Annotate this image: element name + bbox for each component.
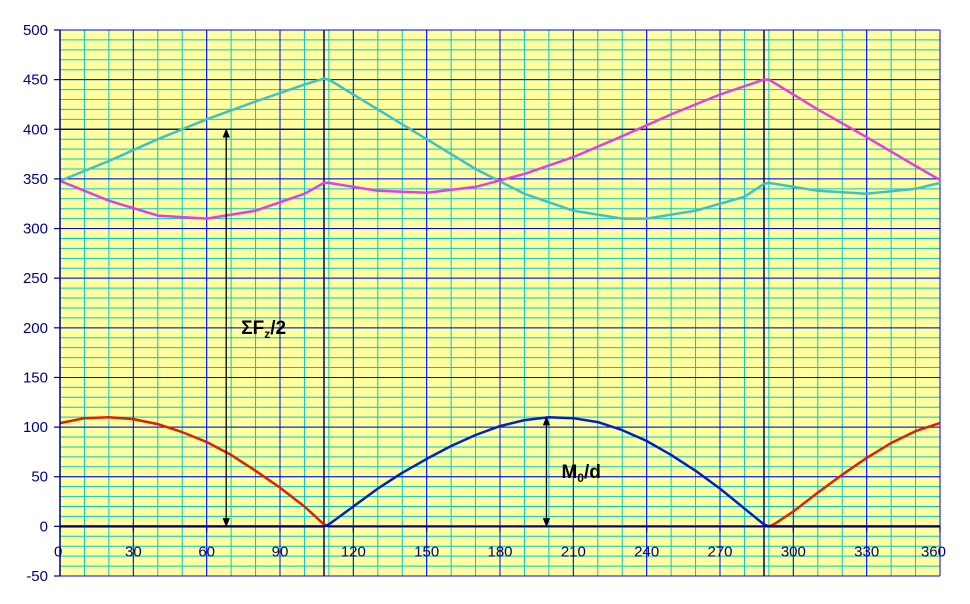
x-tick-label: 330 — [854, 543, 879, 560]
x-tick-label: 150 — [414, 543, 439, 560]
x-tick-label: 0 — [54, 543, 62, 560]
x-tick-label: 270 — [707, 543, 732, 560]
series-line-1 — [59, 77, 941, 220]
annotation-base: M — [561, 462, 577, 483]
x-tick-label: 120 — [341, 543, 366, 560]
x-tick-label: 360 — [921, 543, 946, 560]
y-tick-label: 250 — [23, 270, 48, 287]
y-tick-label: 450 — [23, 72, 48, 89]
y-tick-label: 200 — [23, 320, 48, 337]
x-tick-label: 60 — [198, 543, 215, 560]
annotation-subscript: z — [264, 327, 270, 341]
annotation-layer: ΣFz/2 M0/d — [222, 128, 601, 528]
annotation-subscript: 0 — [577, 471, 584, 485]
y-tick-label: 400 — [23, 121, 48, 138]
y-tick-label: 50 — [31, 469, 48, 486]
y-tick-label: 0 — [40, 518, 48, 535]
annotation-label-2: M0/d — [561, 462, 600, 485]
y-tick-label: -50 — [26, 568, 48, 585]
x-tick-label: 90 — [272, 543, 289, 560]
x-tick-label: 30 — [125, 543, 142, 560]
major-gridlines — [59, 29, 941, 577]
x-tick-label: 240 — [634, 543, 659, 560]
annotation-label-1: ΣFz/2 — [241, 318, 286, 341]
x-tick-label: 210 — [561, 543, 586, 560]
annotation-rest: /2 — [270, 318, 286, 339]
x-tick-labels: 0 30 60 90 120 150 180 210 240 270 300 330 360 — [54, 543, 946, 560]
y-tick-label: 150 — [23, 369, 48, 386]
series-line-3 — [59, 415, 941, 528]
series-line-2 — [59, 78, 941, 220]
y-tick-labels: -50 0 50 100 150 200 250 300 350 400 450 500 — [23, 22, 48, 585]
axes — [54, 29, 941, 577]
y-tick-label: 350 — [23, 171, 48, 188]
y-tick-label: 500 — [23, 22, 48, 39]
annotation-base: ΣF — [241, 318, 264, 339]
annotation-rest: /d — [584, 462, 601, 483]
x-tick-label: 180 — [487, 543, 512, 560]
x-tick-label: 300 — [781, 543, 806, 560]
y-tick-label: 100 — [23, 419, 48, 436]
y-tick-label: 300 — [23, 221, 48, 238]
